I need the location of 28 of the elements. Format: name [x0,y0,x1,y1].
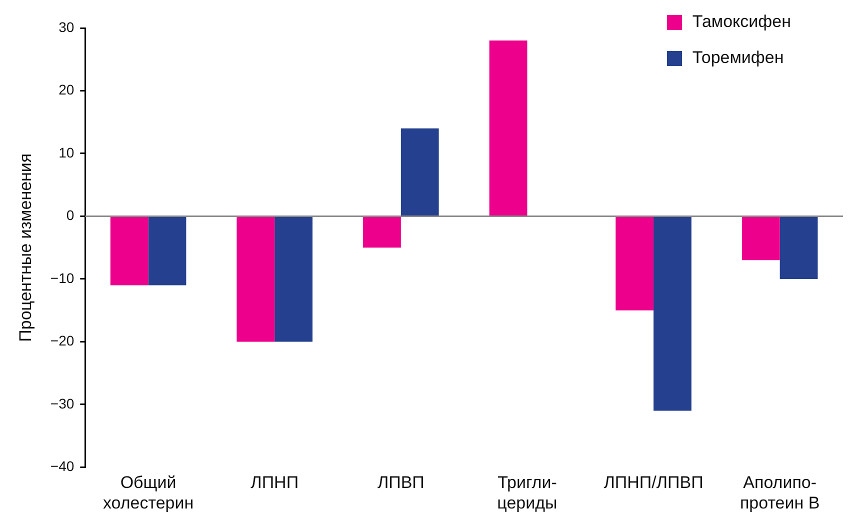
x-tick-label: ЛПНП [250,473,299,492]
y-tick-label: 0 [66,207,74,224]
x-tick-label: Общий холестерин [102,473,194,512]
y-tick-label: 20 [58,82,74,98]
y-tick-label: −30 [50,395,74,412]
bar [148,216,186,286]
x-tick-label: ЛПНП/ЛПВП [604,473,704,492]
bar [274,216,313,342]
y-axis-title: Процентные изменения [16,153,35,342]
x-tick-label: Тригли- цериды [497,473,558,512]
legend-label: Торемифен [692,48,784,68]
bar [616,216,654,310]
bar [236,216,275,342]
y-tick-label: −40 [50,458,74,474]
y-tick-label: 10 [58,144,74,160]
y-tick-label: 30 [58,18,74,35]
y-tick-label: −20 [50,332,74,349]
y-tick-label: −10 [50,270,74,286]
bar [489,40,528,216]
legend-label: Тамоксифен [692,12,791,32]
bar [780,216,818,279]
bar [363,216,401,248]
bar [110,216,148,286]
bar [400,128,439,216]
x-tick-label: ЛПВП [377,473,424,492]
bar [654,216,692,411]
bar [742,216,780,260]
x-tick-label: Аполипо- протеин В [740,473,820,512]
